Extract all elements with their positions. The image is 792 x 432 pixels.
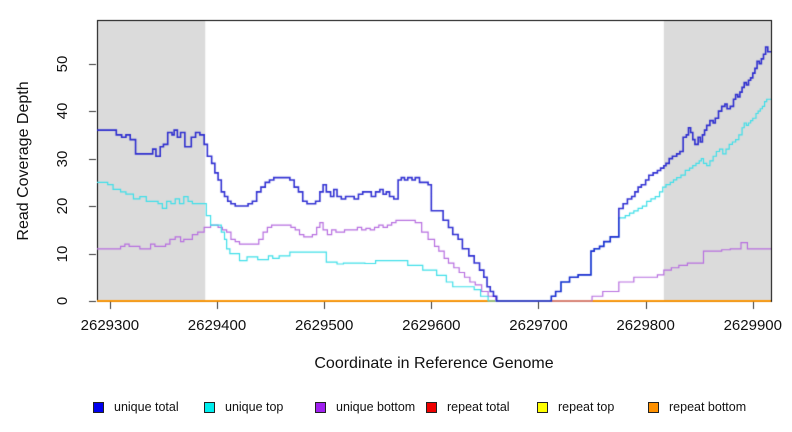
- legend-item-unique-top: unique top: [204, 399, 283, 415]
- y-tick-label: 40: [54, 102, 71, 120]
- x-tick-label: 2629800: [616, 317, 675, 334]
- legend-swatch-unique-total: [93, 401, 104, 413]
- y-tick-label: 10: [54, 245, 71, 262]
- legend-swatch-unique-bottom: [315, 401, 326, 413]
- x-tick-label: 2629400: [187, 317, 247, 334]
- x-tick-label: 2629700: [509, 317, 568, 334]
- y-tick-label: 30: [54, 150, 71, 167]
- legend-item-repeat-top: repeat top: [537, 399, 614, 415]
- legend-swatch-unique-top: [204, 401, 215, 413]
- x-tick-label: 2629600: [402, 317, 461, 334]
- legend-swatch-repeat-total: [426, 401, 437, 413]
- y-tick-label: 20: [54, 197, 71, 215]
- legend-label-unique-total: unique total: [114, 400, 179, 414]
- legend-swatch-repeat-top: [537, 401, 548, 413]
- legend-item-repeat-total: repeat total: [426, 399, 510, 415]
- y-tick-label: 50: [54, 55, 71, 72]
- legend-swatch-repeat-bottom: [648, 401, 659, 413]
- x-axis-title: Coordinate in Reference Genome: [314, 355, 554, 372]
- x-tick-label: 2629500: [294, 317, 354, 334]
- legend-item-repeat-bottom: repeat bottom: [648, 399, 746, 415]
- legend-label-unique-top: unique top: [225, 400, 284, 414]
- y-tick-label: 0: [54, 296, 71, 306]
- legend-item-unique-total: unique total: [93, 399, 179, 415]
- legend-item-unique-bottom: unique bottom: [315, 399, 415, 415]
- x-tick-label: 2629300: [80, 317, 140, 334]
- legend-label-repeat-top: repeat top: [558, 400, 615, 414]
- y-axis-title: Read Coverage Depth: [15, 81, 32, 241]
- x-tick-label: 2629900: [723, 317, 782, 334]
- legend-label-unique-bottom: unique bottom: [336, 400, 416, 414]
- legend-label-repeat-bottom: repeat bottom: [669, 400, 747, 414]
- legend-label-repeat-total: repeat total: [447, 400, 510, 414]
